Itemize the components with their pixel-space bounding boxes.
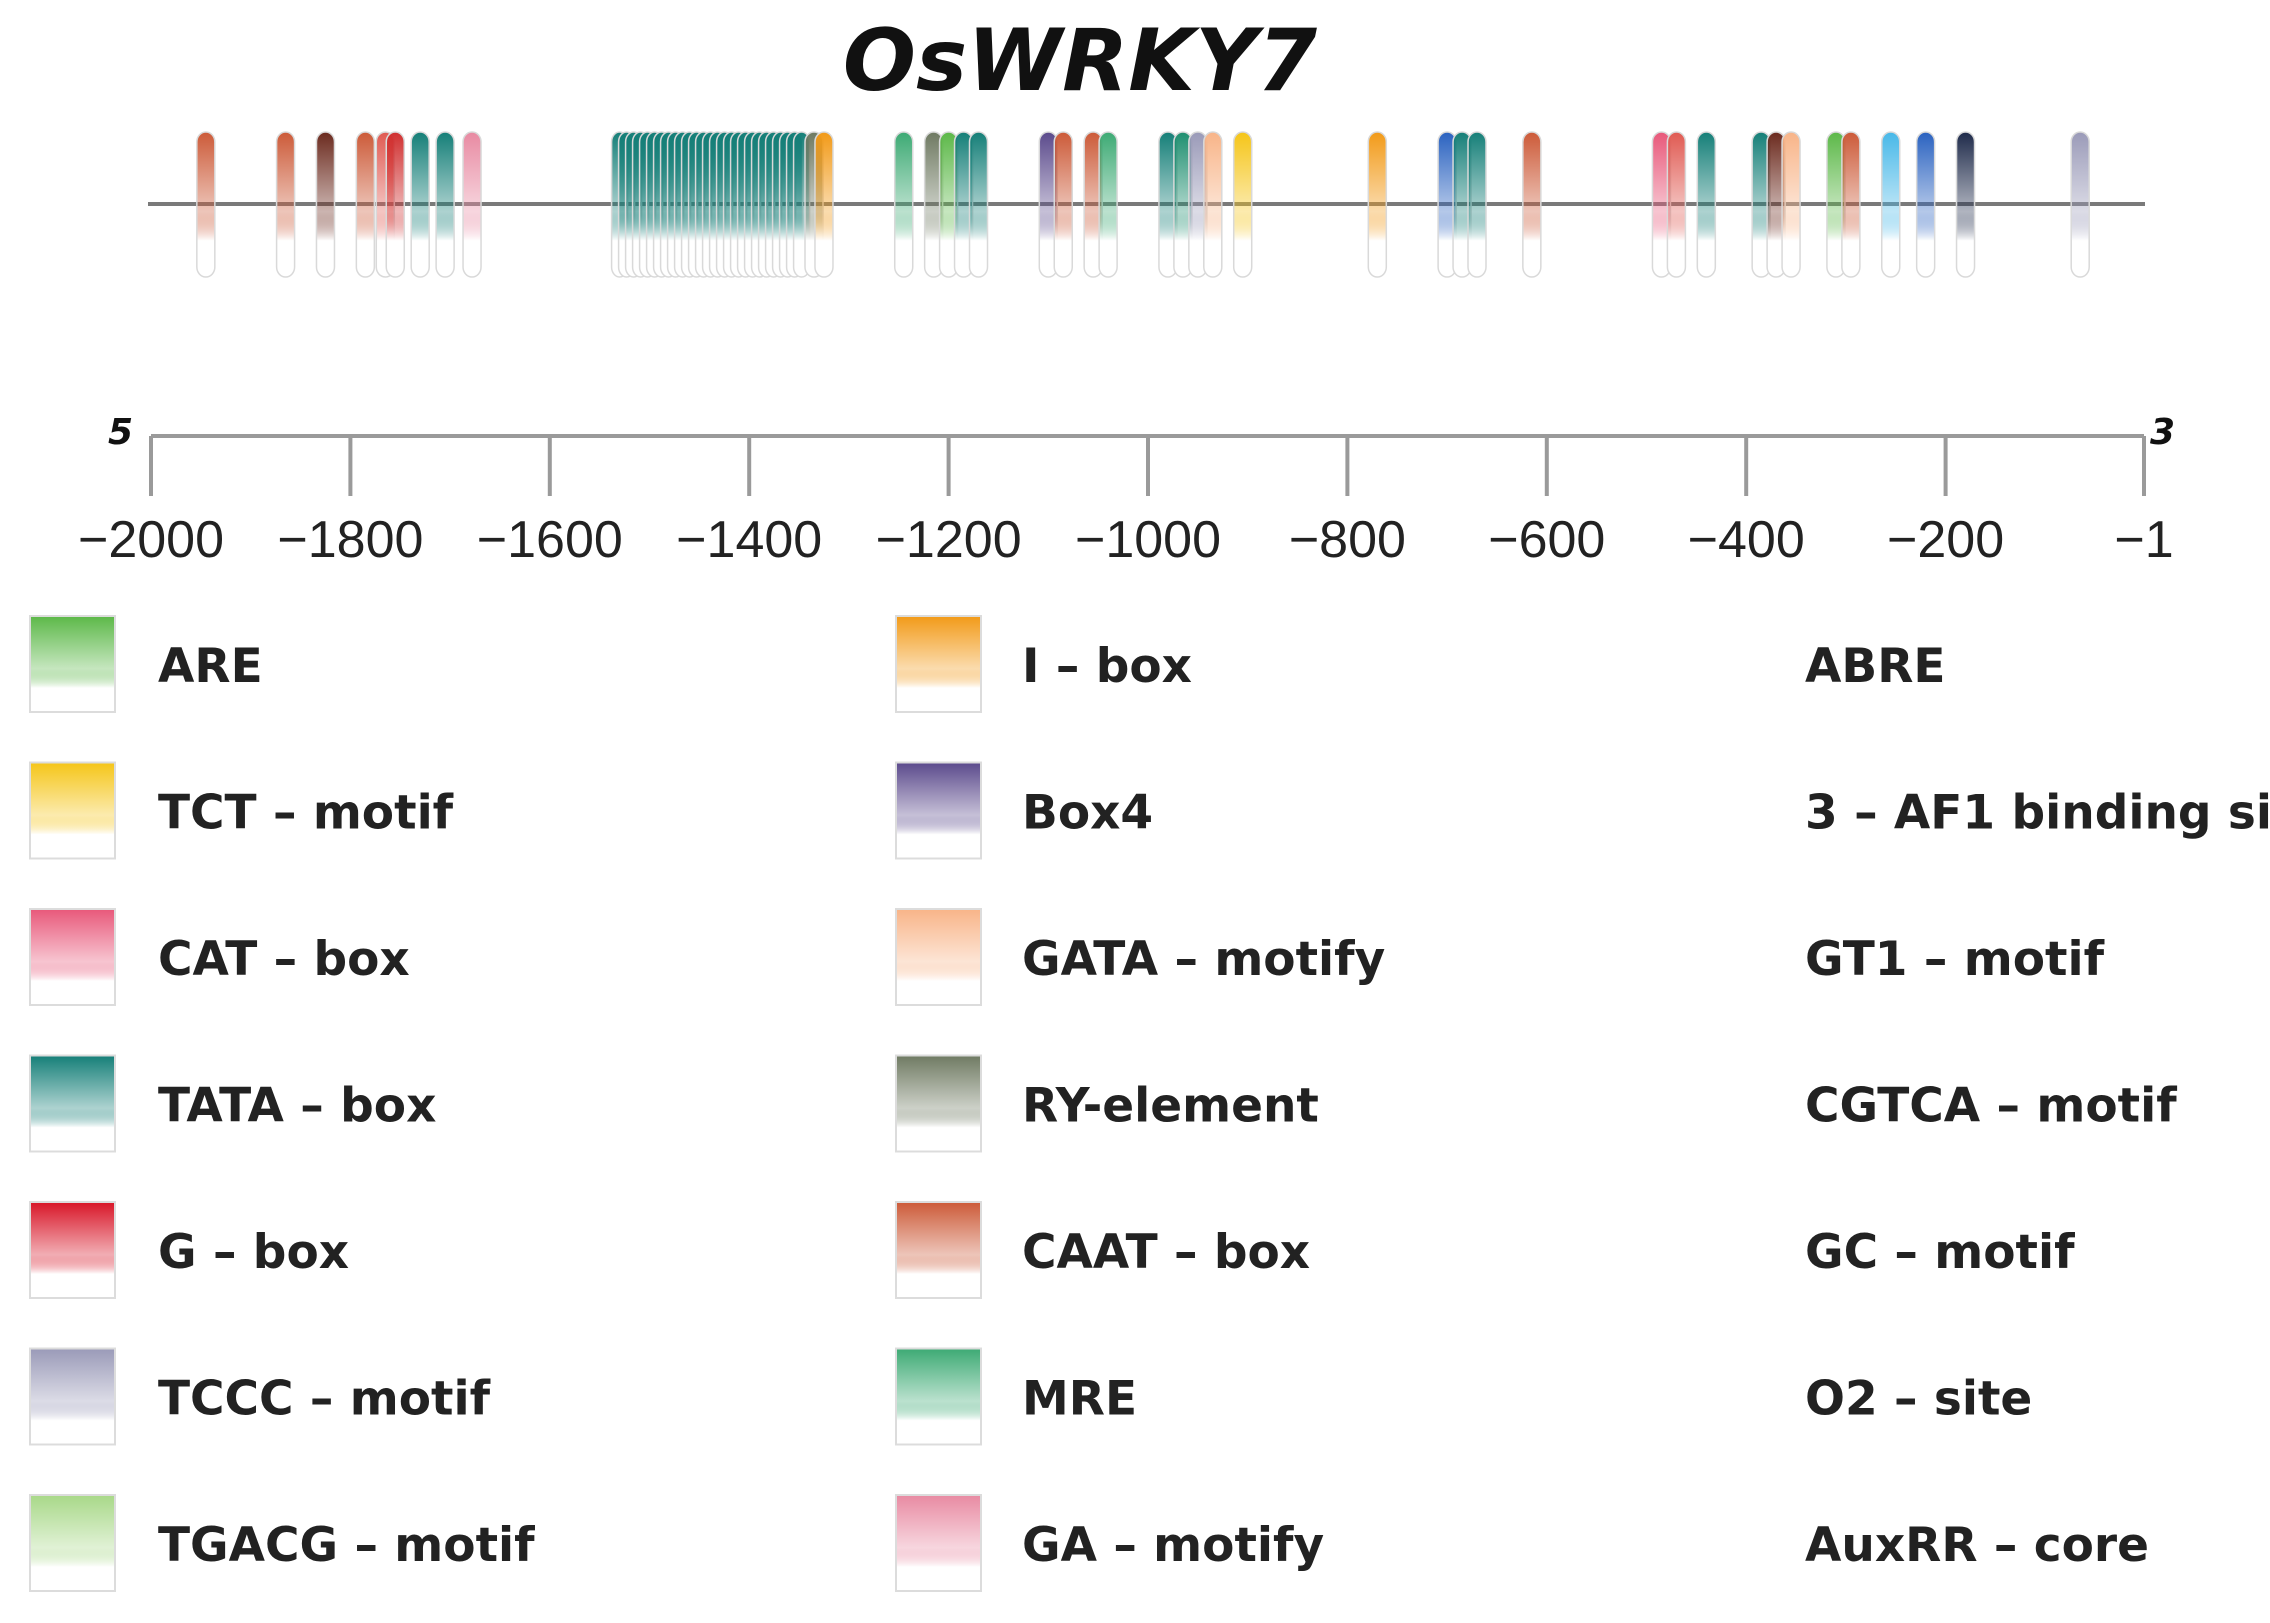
legend-swatch-ry-element [895,1054,982,1153]
diagram-title: OsWRKY7 [843,11,1317,111]
axis-tick-label: −1 [2114,511,2173,569]
element-marker-caat-box [196,131,216,278]
element-marker-tata-box [435,131,455,278]
legend-label-tct-motif: TCT – motif [158,786,454,841]
element-marker-3-af1-binding-site [1955,131,1976,278]
element-marker-tct-motif [1232,131,1253,278]
element-marker-caat-box [1841,131,1861,278]
legend-swatch-are [29,615,116,713]
axis-tick-label: −400 [1688,511,1805,569]
legend-swatch-gata-motify [895,908,982,1006]
axis-tick-label: −200 [1887,511,2004,569]
axis-tick-label: −1800 [277,511,423,569]
tata-box-cluster [610,131,811,278]
element-marker-caat-box [355,131,376,278]
element-marker-ga-motify [462,131,482,278]
axis-tick-label: −1000 [1075,511,1221,569]
axis-ticks: −2000 −1800 −1600 −1400 −1200 −1000 −800 −600 −4… [78,436,2174,569]
element-marker-mre [893,131,914,278]
element-marker-gt1-motif [1666,131,1687,278]
legend: ARE TCT – motif CAT – box TATA – box G – box… [29,615,2270,1592]
legend-swatch-i-box [895,615,982,713]
legend-label-ry-element: RY-element [1022,1079,1319,1134]
axis-tick-label: −2000 [78,511,224,569]
element-marker-gata-motify [1203,131,1223,278]
element-marker-tata-box [968,131,989,278]
legend-label-i-box: I – box [1022,639,1192,694]
legend-swatch-caat-box [895,1201,982,1299]
element-marker-caat-box [1053,131,1074,278]
legend-label-tgacg-motif: TGACG – motif [158,1518,535,1573]
legend-label-abre: ABRE [1805,639,1946,694]
three-prime-label: 3 [2150,412,2175,453]
legend-swatch-g-box [29,1201,116,1299]
element-marker-i-box [1367,131,1388,278]
element-marker-caat-box [1522,131,1542,278]
legend-swatch-box4 [895,761,982,860]
legend-label-g-box: G – box [158,1225,349,1280]
axis-tick-label: −1600 [477,511,623,569]
legend-label-gata-motify: GATA – motify [1022,932,1385,987]
element-marker-tata-box [410,131,430,278]
legend-label-ga-motify: GA – motify [1022,1518,1324,1573]
legend-label-auxrr-core: AuxRR – core [1805,1518,2149,1573]
legend-swatch-ga-motify [895,1494,982,1592]
legend-swatch-cat-box [29,908,116,1006]
legend-label-cat-box: CAT – box [158,932,410,987]
element-marker-tccc-motif [2070,131,2090,278]
legend-swatch-tgacg-motif [29,1494,116,1592]
legend-label-tccc-motif: TCCC – motif [158,1372,491,1427]
element-marker-i-box [814,131,834,278]
five-prime-label: 5 [108,412,133,453]
legend-label-tata-box: TATA – box [158,1079,436,1134]
element-marker-auxrr-core [385,131,406,278]
element-marker-gata-motify [1781,131,1801,278]
legend-swatch-tata-box [29,1054,116,1153]
legend-label-o2-site: O2 – site [1805,1372,2032,1427]
axis-tick-label: −600 [1488,511,1605,569]
element-marker-mre [1098,131,1118,278]
legend-swatch-mre [895,1347,982,1446]
legend-swatch-tccc-motif [29,1347,116,1446]
legend-swatch-tct-motif [29,761,116,860]
cis-elements [196,131,2090,278]
element-marker-abre [315,131,336,278]
legend-label-gt1-motif: GT1 – motif [1805,932,2105,987]
legend-label-mre: MRE [1022,1372,1137,1427]
legend-label-gc-motif: GC – motif [1805,1225,2075,1280]
element-marker-tata-box [1467,131,1487,278]
legend-label-cgtca-motif: CGTCA – motif [1805,1079,2177,1134]
element-marker-cgtca-motif [1915,131,1936,278]
axis-tick-label: −1400 [676,511,822,569]
axis-tick-label: −1200 [876,511,1022,569]
element-marker-tata-box [1696,131,1717,278]
legend-label-are: ARE [158,639,263,694]
axis-tick-label: −800 [1289,511,1406,569]
legend-label-3-af1-binding-site: 3 – AF1 binding site [1805,786,2270,841]
legend-label-caat-box: CAAT – box [1022,1225,1310,1280]
legend-label-box4: Box4 [1022,786,1153,841]
element-marker-caat-box [275,131,296,278]
element-marker-gc-motif [1881,131,1901,278]
